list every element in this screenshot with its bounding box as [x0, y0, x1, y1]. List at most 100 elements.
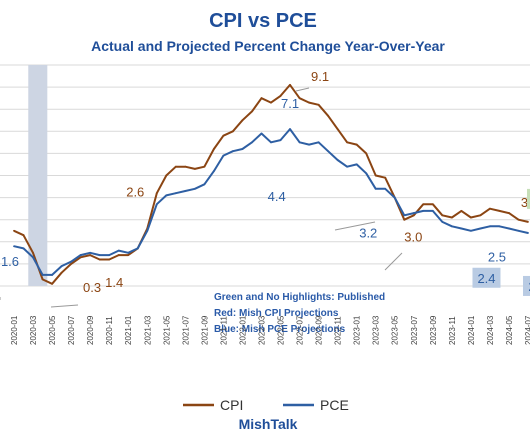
cpi-point: [60, 271, 63, 274]
cpi-point: [241, 119, 244, 122]
cpi-point: [336, 128, 339, 130]
cpi-point: [127, 254, 130, 256]
pce-point: [184, 190, 187, 192]
cpi-point: [22, 234, 25, 237]
cpi-point: [308, 101, 310, 104]
pce-point: [327, 150, 330, 153]
label-leader: [295, 87, 310, 92]
pce-point: [489, 225, 491, 228]
pce-point: [412, 212, 415, 214]
point-label: 2: [528, 279, 530, 294]
point-label: 2.6: [126, 185, 144, 200]
pce-point: [298, 141, 301, 144]
pce-point: [460, 227, 463, 230]
point-label: 1.4: [105, 275, 123, 290]
x-tick-label: 2020-05: [48, 315, 57, 345]
pce-point: [441, 221, 444, 223]
cpi-point: [317, 103, 320, 106]
pce-point: [70, 260, 73, 263]
pce-point: [98, 254, 101, 256]
x-tick-label: 2021-05: [162, 315, 171, 345]
x-tick-label: 2024-05: [505, 315, 514, 345]
cpi-point: [51, 282, 53, 285]
pce-point: [193, 187, 196, 190]
pce-point: [203, 183, 206, 186]
cpi-point: [70, 263, 73, 265]
cpi-point: [203, 165, 206, 168]
label-leader: [50, 304, 79, 308]
cpi-point: [365, 152, 368, 155]
point-labels: 1.60.31.42.69.17.14.43.23.03.022.52.42: [1, 69, 530, 296]
recession-shade: [28, 65, 48, 286]
pce-point: [251, 141, 253, 144]
point-label: 2.5: [488, 250, 506, 265]
cpi-point: [298, 97, 301, 100]
brand-label: MishTalk: [239, 416, 298, 432]
cpi-point: [155, 192, 158, 195]
cpi-point: [498, 209, 501, 212]
x-tick-label: 2022-07: [296, 315, 305, 345]
x-tick-label: 2020-09: [86, 315, 95, 345]
pce-point: [384, 187, 387, 190]
cpi-point: [441, 214, 444, 217]
pce-point: [22, 247, 25, 250]
x-tick-label: 2021-01: [124, 315, 133, 345]
x-tick-label: 2023-01: [353, 315, 362, 345]
label-highlight: [523, 275, 530, 296]
point-label: 3.0: [521, 195, 530, 210]
series-lines: [13, 83, 529, 285]
point-label: 0.3: [83, 280, 101, 295]
cpi-point: [193, 167, 196, 170]
pce-point: [498, 225, 501, 228]
cpi-point: [450, 216, 453, 219]
cpi-point: [508, 212, 510, 214]
pce-point: [355, 163, 358, 166]
pce-point: [393, 196, 396, 199]
pce-point: [403, 214, 406, 217]
x-tick-label: 2023-11: [448, 316, 457, 345]
x-axis-ticks: 2020-01 2020-03 2020-05 2020-07 2020-09 2020-…: [10, 315, 530, 345]
cpi-point: [403, 218, 406, 221]
cpi-point: [289, 83, 291, 86]
legend-pce-label: PCE: [320, 397, 349, 413]
x-tick-label: 2020-07: [67, 315, 76, 345]
label-highlight: [472, 267, 501, 288]
pce-point: [517, 229, 520, 232]
cpi-point: [355, 143, 358, 146]
x-tick-label: 2024-01: [467, 315, 476, 345]
cpi-point: [251, 110, 253, 113]
point-label: 2.4: [477, 271, 495, 286]
pce-point: [51, 274, 53, 276]
label-leader: [334, 221, 376, 231]
legend-cpi-label: CPI: [220, 397, 243, 413]
cpi-point: [184, 165, 187, 168]
x-tick-label: 2023-07: [410, 315, 419, 345]
cpi-point: [41, 278, 44, 281]
cpi-point: [165, 174, 168, 177]
gridlines: [0, 64, 530, 287]
point-label: 7.1: [281, 96, 299, 111]
pce-point: [527, 232, 529, 234]
cpi-point: [517, 218, 520, 221]
cpi-point: [108, 258, 111, 261]
chart-title: CPI vs PCE: [209, 10, 317, 32]
pce-point: [374, 187, 377, 190]
x-tick-label: 2020-11: [105, 316, 114, 345]
x-tick-label: 2024-03: [486, 315, 495, 345]
point-label: 3.0: [404, 230, 422, 245]
pce-point: [469, 229, 472, 232]
x-tick-label: 2023-09: [429, 315, 438, 345]
pce-point: [289, 128, 291, 130]
cpi-point: [89, 254, 92, 256]
cpi-point: [13, 229, 15, 232]
cpi-point: [270, 101, 272, 104]
pce-point: [422, 209, 425, 212]
x-tick-label: 2021-07: [181, 315, 190, 345]
cpi-point: [422, 203, 425, 206]
pce-point: [174, 192, 177, 195]
pce-point: [222, 154, 225, 157]
x-tick-label: 2024-07: [524, 315, 530, 345]
pce-point: [241, 148, 244, 150]
x-tick-label: 2023-05: [391, 315, 400, 345]
